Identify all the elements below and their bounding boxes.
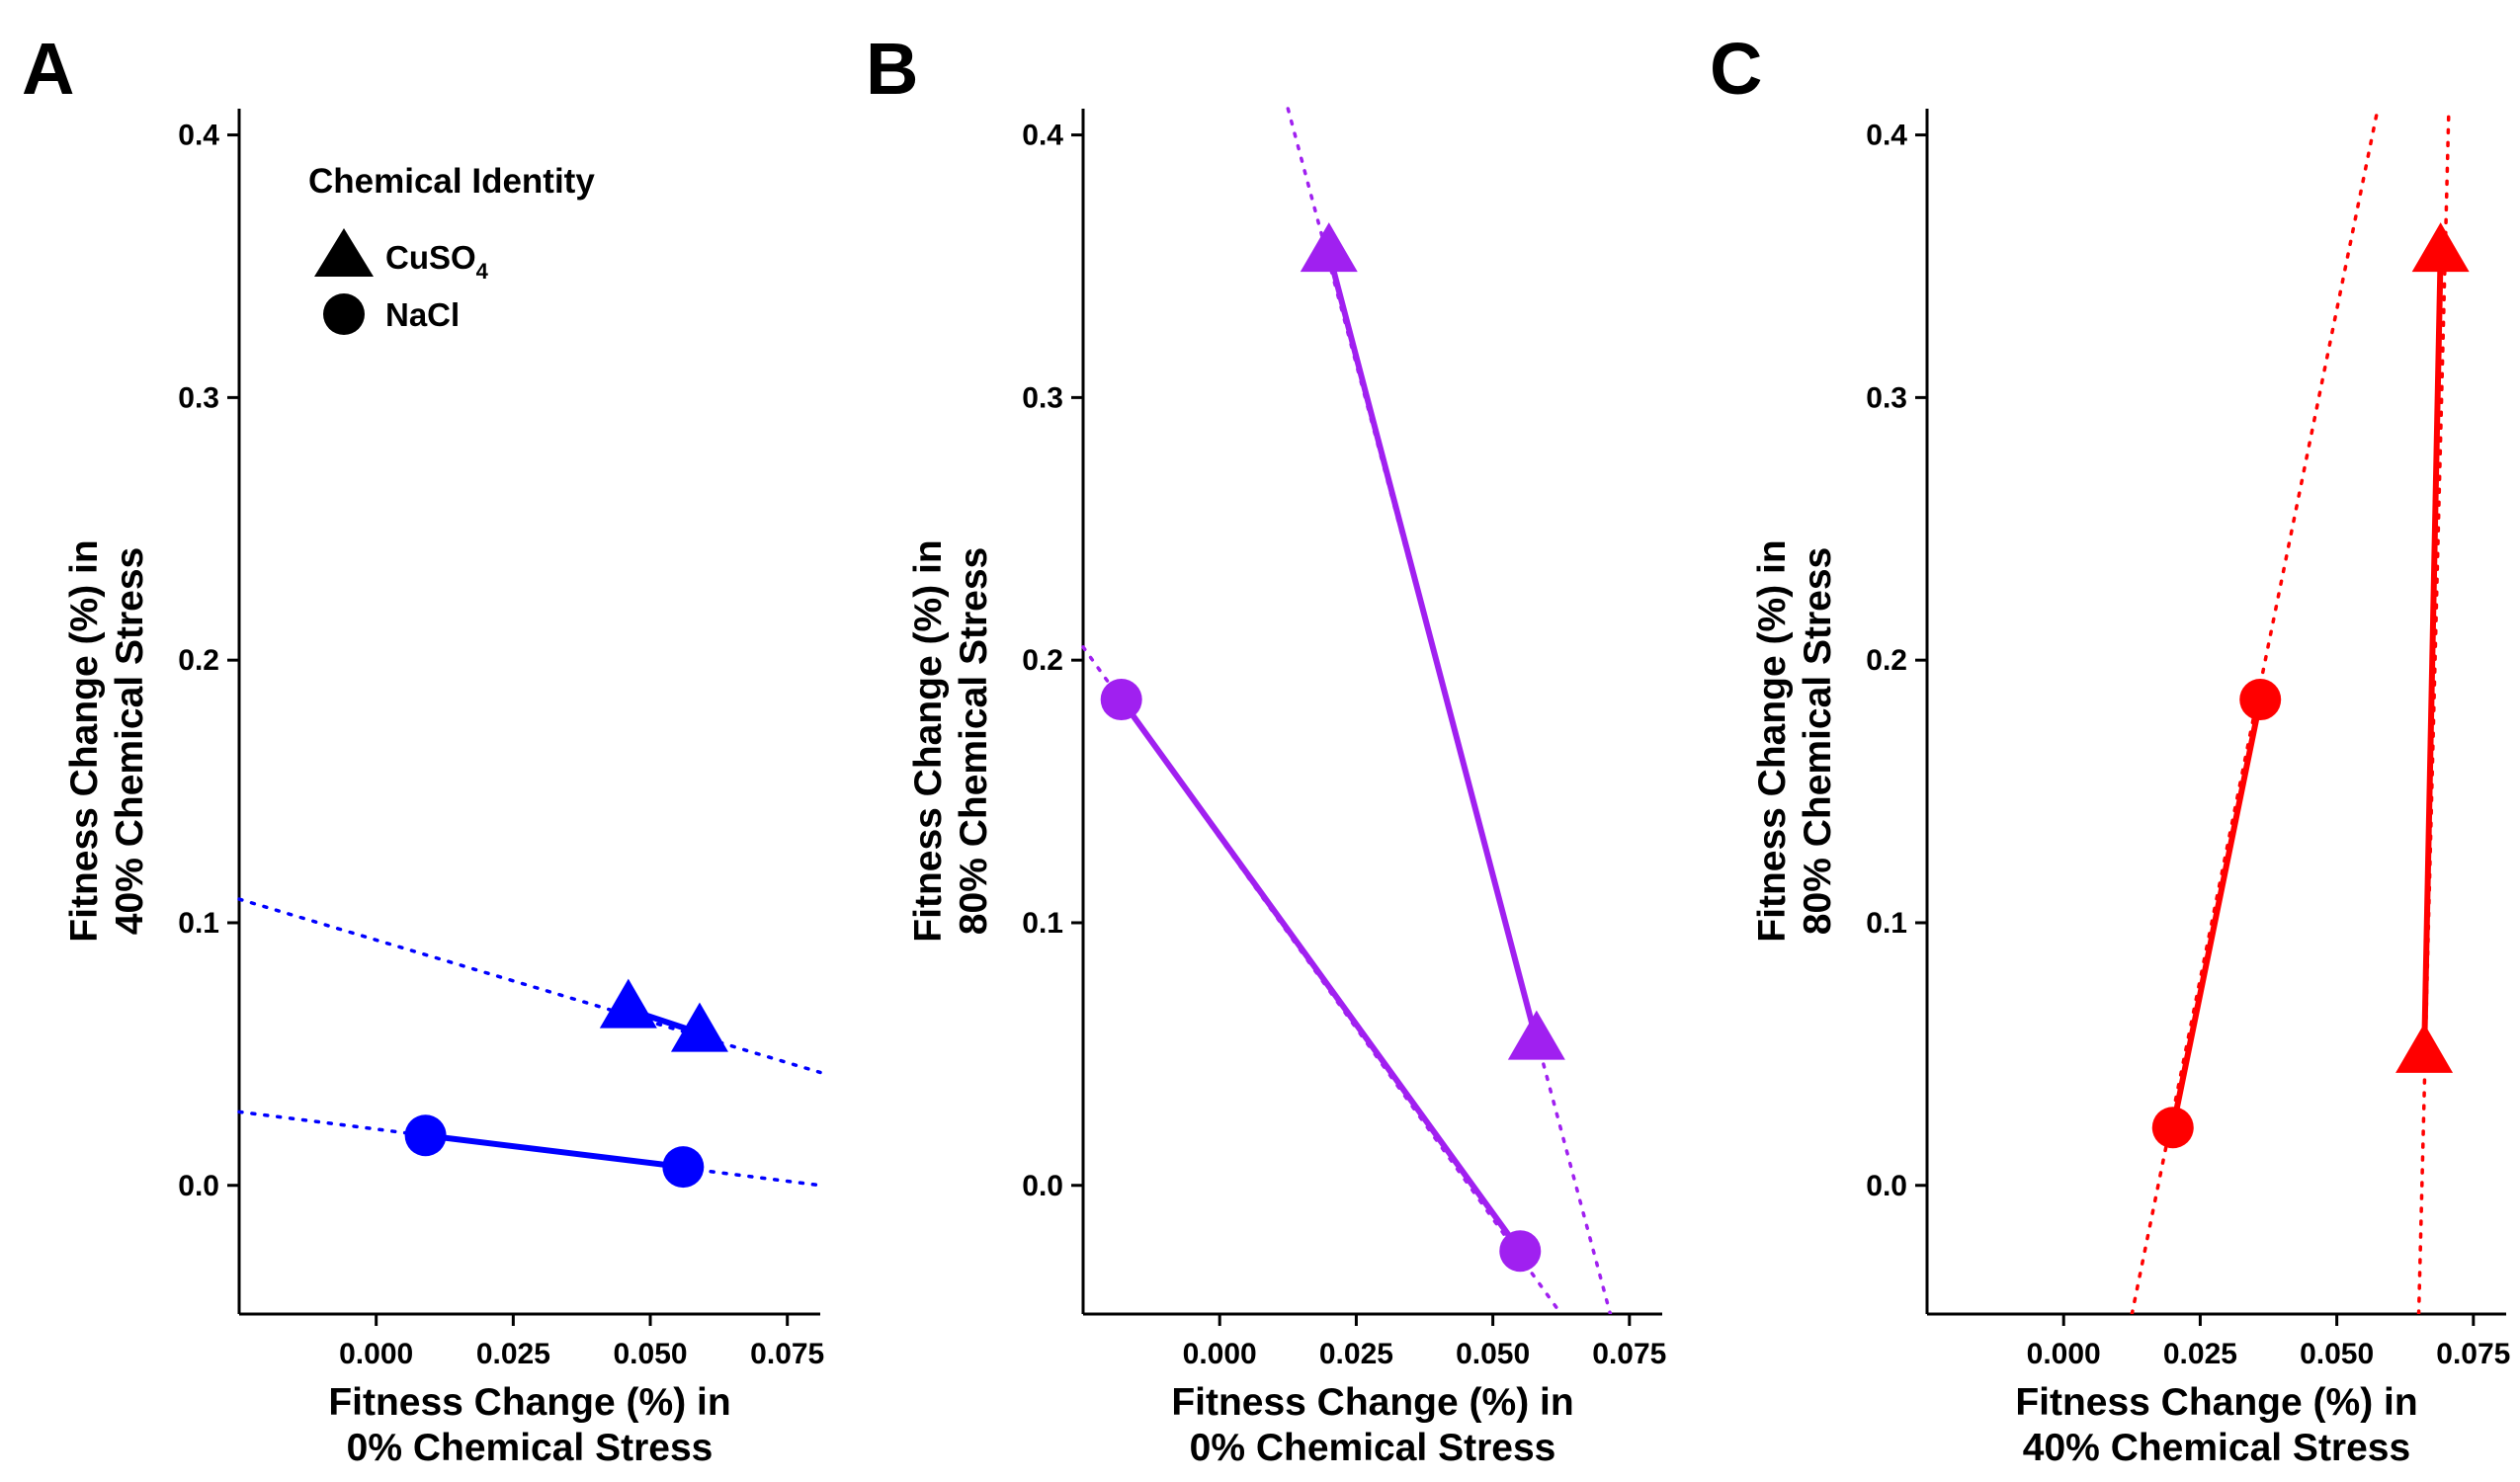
circle-point-nacl xyxy=(2239,679,2282,721)
x-tick-label: 0.075 xyxy=(2436,1338,2510,1370)
x-tick-label: 0.025 xyxy=(1319,1338,1393,1370)
y-axis-title: Fitness Change (%) in 40% Chemical Stress xyxy=(63,539,151,942)
y-tick-label: 0.2 xyxy=(1866,644,1907,677)
trend-line-cuso4 xyxy=(237,897,822,1075)
x-tick-label: 0.050 xyxy=(2300,1338,2374,1370)
trend-line-nacl xyxy=(237,1110,822,1188)
panel-c: C 0.0 0.1 0.2 0.3 0.4 0.000 0.025 0.050 0.075 Fitn… xyxy=(1710,28,2510,1469)
legend-title: Chemical Identity xyxy=(308,162,595,201)
panel-b: B 0.0 0.1 0.2 0.3 0.4 0.000 0.025 0.050 0.075 Fitn… xyxy=(866,28,1666,1469)
x-axis-title-line1: Fitness Change (%) in xyxy=(2015,1381,2417,1424)
y-tick-label: 0.3 xyxy=(1022,381,1063,414)
y-tick-label: 0.4 xyxy=(1022,120,1063,152)
x-tick-label: 0.000 xyxy=(339,1338,413,1370)
legend-label: NaCl xyxy=(385,296,460,333)
y-tick-label: 0.4 xyxy=(1866,120,1907,152)
panel-letter: A xyxy=(22,28,74,110)
circle-point-nacl xyxy=(662,1146,705,1189)
panel-letter: B xyxy=(866,28,918,110)
x-axis-title-line1: Fitness Change (%) in xyxy=(1171,1381,1573,1424)
x-tick-label: 0.000 xyxy=(2027,1338,2101,1370)
series-line-nacl xyxy=(1119,698,1523,1253)
legend-triangle-icon xyxy=(314,228,374,277)
y-axis-title-line1: Fitness Change (%) in xyxy=(1751,539,1794,942)
panel-letter: C xyxy=(1710,28,1762,110)
x-tick-label: 0.075 xyxy=(750,1338,824,1370)
y-axis-title-line1: Fitness Change (%) in xyxy=(907,539,950,942)
legend: Chemical Identity CuSO4 NaCl xyxy=(308,162,595,335)
x-axis-title-line2: 0% Chemical Stress xyxy=(347,1427,714,1469)
triangle-point-cuso4 xyxy=(670,1002,728,1052)
x-tick-label: 0.075 xyxy=(1592,1338,1666,1370)
y-tick-label: 0.2 xyxy=(1022,644,1063,677)
circle-point-nacl xyxy=(1100,679,1142,721)
x-axis-title-line2: 40% Chemical Stress xyxy=(2023,1427,2410,1469)
y-tick-label: 0.0 xyxy=(1022,1170,1063,1202)
x-axis-title-line2: 0% Chemical Stress xyxy=(1190,1427,1556,1469)
x-tick-label: 0.000 xyxy=(1183,1338,1257,1370)
x-tick-label: 0.050 xyxy=(1456,1338,1530,1370)
triangle-point-cuso4 xyxy=(1507,1010,1565,1060)
x-tick-label: 0.025 xyxy=(2163,1338,2237,1370)
series-line-nacl xyxy=(2169,699,2264,1128)
y-axis-title-line1: Fitness Change (%) in xyxy=(63,539,106,942)
y-tick-label: 0.1 xyxy=(1866,907,1907,940)
circle-point-nacl xyxy=(404,1114,447,1157)
triangle-point-cuso4 xyxy=(2395,1023,2454,1073)
circle-point-nacl xyxy=(1499,1230,1542,1273)
y-tick-label: 0.1 xyxy=(1022,907,1063,940)
triangle-point-cuso4 xyxy=(599,978,657,1029)
y-tick-label: 0.4 xyxy=(178,120,219,152)
x-tick-label: 0.025 xyxy=(476,1338,550,1370)
y-axis-title-line2: 80% Chemical Stress xyxy=(953,547,995,935)
triangle-point-cuso4 xyxy=(2411,222,2470,273)
legend-circle-icon xyxy=(323,293,365,335)
legend-label: CuSO4 xyxy=(385,239,489,284)
panel-a: A 0.0 0.1 0.2 0.3 0.4 0.000 0.025 0.050 0.075 Fitn… xyxy=(22,28,824,1469)
x-axis-title-line1: Fitness Change (%) in xyxy=(328,1381,730,1424)
y-axis-title: Fitness Change (%) in 80% Chemical Stress xyxy=(907,539,995,942)
triangle-point-cuso4 xyxy=(1300,222,1358,273)
circle-point-nacl xyxy=(2151,1107,2194,1149)
series-line-cuso4 xyxy=(2421,253,2444,1054)
y-tick-label: 0.0 xyxy=(178,1170,219,1202)
y-tick-label: 0.3 xyxy=(1866,381,1907,414)
series-line-cuso4 xyxy=(1325,252,1540,1042)
y-tick-label: 0.0 xyxy=(1866,1170,1907,1202)
y-axis-title: Fitness Change (%) in 80% Chemical Stress xyxy=(1751,539,1839,942)
y-tick-label: 0.1 xyxy=(178,907,219,940)
y-tick-label: 0.2 xyxy=(178,644,219,677)
x-tick-label: 0.050 xyxy=(613,1338,687,1370)
y-axis-title-line2: 40% Chemical Stress xyxy=(109,547,151,935)
series-line-nacl xyxy=(425,1132,684,1171)
y-axis-title-line2: 80% Chemical Stress xyxy=(1797,547,1839,935)
y-tick-label: 0.3 xyxy=(178,381,219,414)
